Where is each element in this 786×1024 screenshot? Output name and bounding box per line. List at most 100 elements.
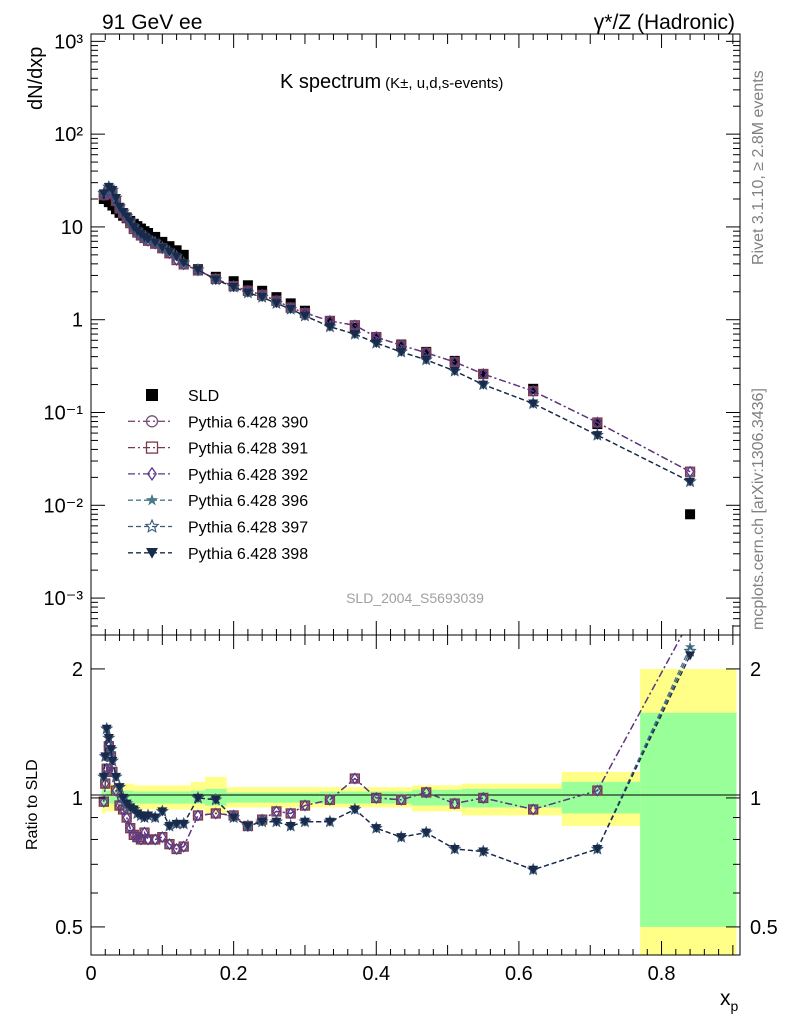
main-ticks: 10⁻³ 10⁻² 10⁻¹ 1 10 10² 10³ — [44, 31, 740, 636]
main-panel: 10⁻³ 10⁻² 10⁻¹ 1 10 10² 10³ K spectrum (K±, u,d… — [25, 31, 741, 636]
ratio-series-5 — [98, 651, 696, 875]
data-point — [528, 383, 539, 394]
stat-uncertainty-band — [411, 789, 462, 806]
ratio-point — [172, 842, 181, 856]
legend-item: SLD — [146, 388, 219, 405]
ratio-point — [687, 615, 694, 625]
y-tick-label: 10³ — [54, 31, 83, 53]
ratio-point — [210, 795, 221, 805]
y-tick-label: 1 — [72, 310, 83, 332]
legend-label: SLD — [188, 388, 219, 405]
ratio-point — [478, 847, 489, 857]
ratio-bands — [101, 668, 737, 955]
ratio-point — [171, 819, 182, 829]
data-point — [371, 339, 382, 349]
y-tick-label: 10⁻³ — [44, 588, 84, 610]
legend-label: Pythia 6.428 397 — [188, 520, 308, 537]
ratio-point — [325, 793, 335, 806]
data-point — [228, 283, 239, 293]
x-tick-label: 0.6 — [505, 963, 533, 985]
data-point — [125, 217, 136, 227]
ratio-point — [150, 833, 160, 846]
x-tick-label: 0 — [85, 963, 96, 985]
ratio-panel: 0.5 0.5 1 1 2 2 0 0.2 0.4 0.6 0.8 Ratio to SLD xp — [24, 615, 778, 1014]
data-point — [592, 419, 603, 430]
ratio-point — [686, 616, 695, 625]
y-tick-label: 10 — [61, 217, 83, 239]
legend-label: Pythia 6.428 398 — [188, 546, 308, 563]
ratio-point — [478, 791, 488, 805]
ratio-point — [157, 807, 168, 817]
stat-uncertainty-band — [133, 791, 191, 804]
legend-label: Pythia 6.428 392 — [188, 467, 308, 484]
data-point — [396, 339, 407, 350]
ratio-point — [593, 784, 602, 797]
ratio-point — [143, 833, 153, 846]
ratio-point — [101, 724, 112, 734]
ratio-point — [299, 817, 310, 827]
legend-item: Pythia 6.428 392 — [128, 466, 308, 484]
ratio-point — [257, 817, 268, 827]
x-tick-label: 0.8 — [648, 963, 676, 985]
ratio-point — [122, 811, 131, 824]
data-point — [192, 265, 203, 275]
legend: SLD Pythia 6.428 390 Pythia 6.428 391 Pythi… — [128, 388, 308, 563]
legend-marker — [146, 548, 158, 559]
ratio-point — [371, 824, 382, 834]
y-tick-label: 10² — [54, 124, 83, 146]
ratio-point — [271, 817, 282, 827]
data-point — [592, 431, 603, 441]
data-point — [114, 202, 125, 212]
legend-marker — [146, 389, 158, 401]
legend-marker — [144, 518, 160, 533]
data-point — [324, 322, 335, 332]
data-point — [171, 252, 182, 262]
data-point — [593, 416, 602, 429]
data-point — [421, 346, 432, 357]
data-point — [242, 288, 253, 298]
series-2 — [98, 186, 696, 477]
data-point — [210, 275, 221, 285]
ratio-point — [421, 786, 431, 799]
ratio-point — [136, 833, 146, 846]
ratio-series-line — [103, 635, 683, 850]
ratio-point — [110, 772, 121, 782]
data-point — [299, 311, 310, 321]
data-point — [396, 347, 407, 357]
ratio-point — [164, 822, 175, 832]
ratio-point — [421, 828, 432, 838]
ratio-point — [396, 833, 407, 843]
data-point — [478, 380, 489, 390]
ratio-point — [158, 831, 167, 844]
stat-uncertainty-band — [226, 792, 320, 803]
ratio-ticks: 0.5 0.5 1 1 2 2 0 0.2 0.4 0.6 0.8 — [55, 635, 778, 985]
ratio-point — [125, 822, 135, 835]
ratio-y-tick-label: 0.5 — [55, 917, 83, 939]
ratio-point — [592, 845, 603, 855]
data-point — [150, 238, 161, 248]
ratio-point — [242, 822, 253, 832]
ratio-point — [350, 772, 360, 785]
ratio-point — [100, 752, 111, 762]
ratio-series-3 — [98, 641, 696, 875]
ratio-point — [396, 793, 406, 806]
ratio-point — [165, 838, 174, 851]
data-point — [449, 355, 460, 366]
ratio-y-tick-label: 1 — [72, 788, 83, 810]
ratio-point — [114, 783, 125, 793]
ratio-point — [449, 845, 460, 855]
ratio-point — [228, 813, 239, 823]
ratio-point — [286, 807, 295, 820]
data-point — [349, 330, 360, 340]
legend-marker — [147, 466, 157, 482]
series-6 — [98, 182, 696, 487]
main-ylabel: dN/dxp — [25, 47, 47, 110]
legend-item: Pythia 6.428 391 — [128, 441, 308, 458]
ratio-point — [178, 819, 189, 829]
ratio-y-tick-label-right: 0.5 — [750, 917, 778, 939]
ratio-series-4 — [97, 644, 697, 876]
data-point — [178, 249, 189, 260]
y-tick-label: 10⁻² — [44, 495, 84, 517]
ratio-point — [285, 822, 296, 832]
